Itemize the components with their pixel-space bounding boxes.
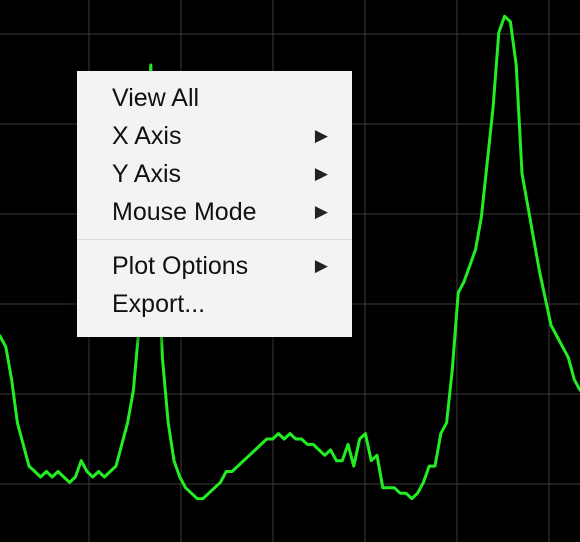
menu-item-view-all[interactable]: View All	[77, 79, 352, 117]
menu-item-label: X Axis	[112, 122, 182, 150]
menu-item-label: Export...	[112, 290, 206, 318]
submenu-arrow-icon: ▶	[314, 164, 328, 183]
series-line-trace	[0, 14, 580, 501]
menu-item-y-axis[interactable]: Y Axis ▶	[77, 155, 352, 193]
menu-item-label: Mouse Mode	[112, 198, 257, 226]
context-menu: View All X Axis ▶ Y Axis ▶ Mouse Mode ▶ …	[77, 71, 352, 337]
menu-item-label: Plot Options	[112, 252, 249, 280]
menu-item-x-axis[interactable]: X Axis ▶	[77, 117, 352, 155]
menu-item-plot-options[interactable]: Plot Options ▶	[77, 247, 352, 285]
menu-item-label: Y Axis	[112, 160, 182, 188]
menu-item-mouse-mode[interactable]: Mouse Mode ▶	[77, 193, 352, 231]
trace-layer	[0, 14, 580, 501]
submenu-arrow-icon: ▶	[314, 256, 328, 275]
menu-separator	[77, 239, 352, 240]
submenu-arrow-icon: ▶	[314, 126, 328, 145]
menu-item-label: View All	[112, 84, 200, 112]
menu-item-export[interactable]: Export...	[77, 285, 352, 323]
submenu-arrow-icon: ▶	[314, 202, 328, 221]
